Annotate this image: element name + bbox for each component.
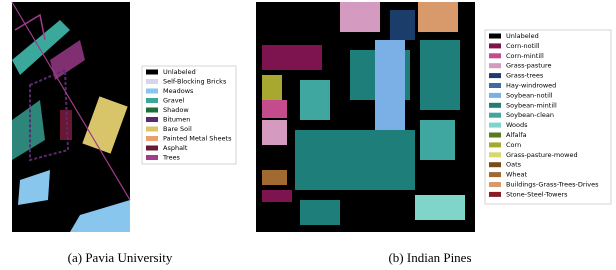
legend-swatch — [489, 63, 501, 68]
legend-label: Corn-notill — [506, 42, 540, 50]
legend-label: Alfalfa — [506, 131, 527, 139]
legend-swatch — [489, 133, 501, 138]
legend-label: Shadow — [163, 106, 189, 114]
legend-swatch — [146, 89, 158, 94]
legend-swatch — [146, 70, 158, 75]
legend-swatch — [489, 34, 501, 39]
legend-label: Bitumen — [163, 116, 190, 124]
legend-label: Wheat — [506, 171, 528, 179]
legend-swatch — [489, 162, 501, 167]
legend-label: Buildings-Grass-Trees-Drives — [506, 181, 599, 189]
legend-swatch — [489, 192, 501, 197]
legend-label: Corn — [506, 141, 521, 149]
legend-label: Woods — [506, 121, 528, 129]
legend-label: Trees — [162, 154, 181, 162]
legend-label: Soybean-mintill — [506, 101, 557, 109]
legend-swatch — [489, 172, 501, 177]
legend-label: Soybean-notill — [506, 91, 553, 99]
legend-swatch — [489, 53, 501, 58]
legend-label: Grass-trees — [506, 72, 544, 80]
legend-swatch — [489, 152, 501, 157]
legend-swatch — [489, 142, 501, 147]
legend-swatch — [489, 103, 501, 108]
legend-swatch — [489, 83, 501, 88]
legend-swatch — [489, 182, 501, 187]
legend-swatch — [489, 123, 501, 128]
legend-swatch — [146, 117, 158, 122]
legend-swatch — [146, 146, 158, 151]
legend-swatch — [146, 127, 158, 132]
legend-label: Asphalt — [163, 144, 188, 152]
pavia-map — [12, 2, 130, 232]
legend-label: Stone-Steel-Towers — [506, 190, 568, 198]
caption: (a) Pavia University — [68, 250, 173, 265]
figure: (a) Pavia University (b) Indian Pines Un… — [0, 0, 616, 270]
caption: (b) Indian Pines — [388, 250, 471, 265]
legend-swatch — [489, 73, 501, 78]
legend-label: Meadows — [163, 87, 194, 95]
legend-swatch — [146, 98, 158, 103]
legend-label: Self-Blocking Bricks — [163, 78, 227, 86]
indian-pines-map — [256, 2, 475, 232]
legend-swatch — [489, 113, 501, 118]
page: (a) Pavia University (b) Indian Pines Un… — [0, 0, 616, 270]
legend-swatch — [146, 79, 158, 84]
legend-label: Hay-windrowed — [506, 82, 556, 90]
legend-label: Unlabeled — [506, 32, 539, 40]
legend-label: Oats — [506, 161, 522, 169]
legend-label: Bare Soil — [163, 125, 192, 133]
legend-swatch — [489, 43, 501, 48]
legend-label: Grass-pasture — [506, 62, 552, 70]
legend-swatch — [146, 136, 158, 141]
legend-label: Gravel — [163, 97, 185, 105]
legend-label: Soybean-clean — [506, 111, 554, 119]
legend-swatch — [146, 155, 158, 160]
legend-label: Unlabeled — [163, 68, 196, 76]
legend-label: Corn-mintill — [506, 52, 544, 60]
legend-label: Grass-pasture-mowed — [506, 151, 578, 159]
legend-swatch — [489, 93, 501, 98]
legend-label: Painted Metal Sheets — [163, 135, 232, 143]
legend-swatch — [146, 108, 158, 113]
